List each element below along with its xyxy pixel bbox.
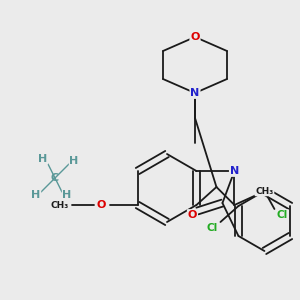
Text: C: C [51, 173, 59, 183]
Text: CH₃: CH₃ [255, 187, 274, 196]
Text: H: H [32, 190, 40, 200]
Text: Cl: Cl [207, 223, 218, 233]
Text: H: H [38, 154, 48, 164]
Text: O: O [190, 32, 200, 42]
Text: N: N [230, 166, 239, 176]
Text: H: H [62, 190, 72, 200]
Text: O: O [97, 200, 106, 210]
Text: Cl: Cl [277, 210, 288, 220]
Text: N: N [190, 88, 200, 98]
Text: H: H [69, 156, 79, 166]
Text: CH₃: CH₃ [50, 200, 69, 209]
Text: O: O [188, 210, 197, 220]
